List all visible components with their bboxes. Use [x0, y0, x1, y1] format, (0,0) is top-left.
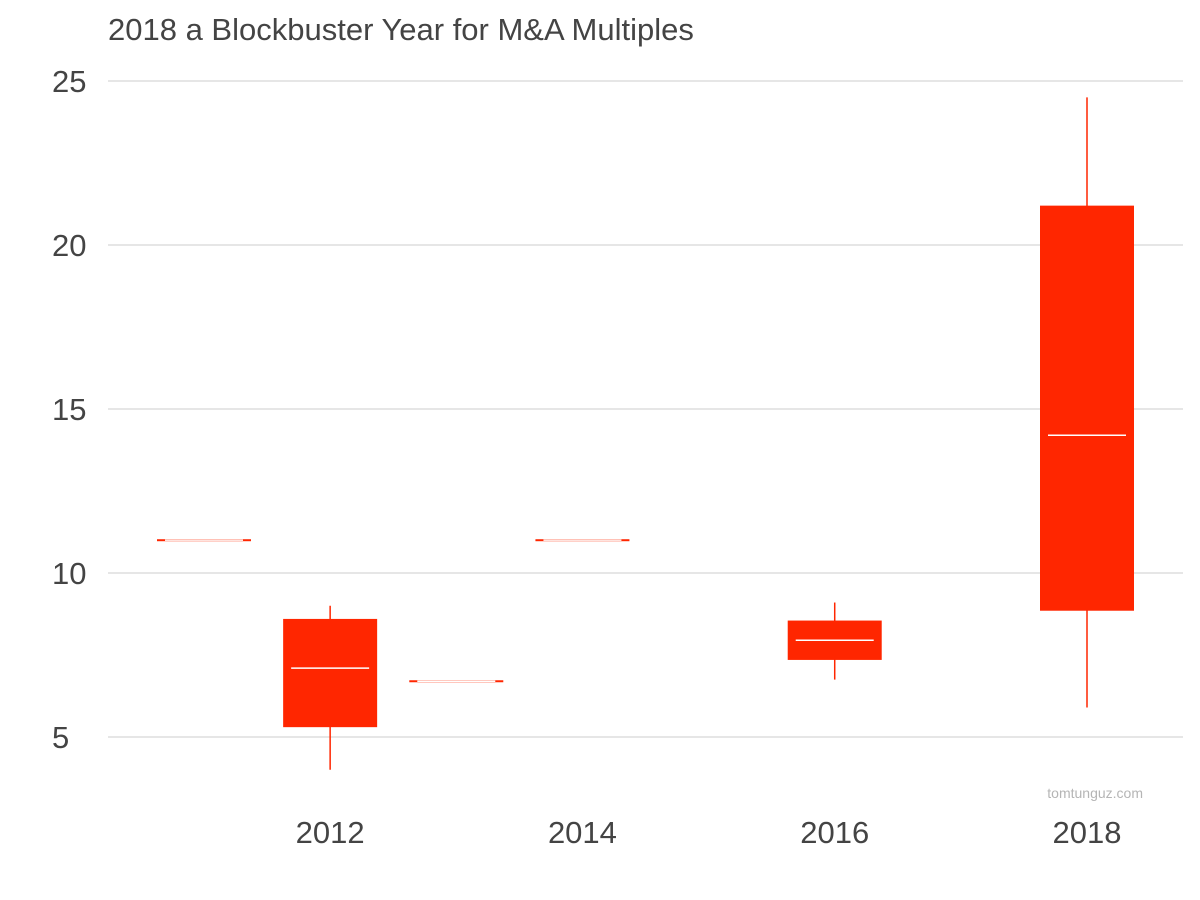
y-tick-label-25: 25	[52, 64, 86, 99]
box-2013	[409, 680, 504, 683]
iqr-box-2012	[283, 618, 378, 728]
y-tick-label-15: 15	[52, 392, 86, 427]
chart-title: 2018 a Blockbuster Year for M&A Multiple…	[108, 12, 694, 47]
gridlines	[108, 80, 1183, 738]
watermark: tomtunguz.com	[1047, 785, 1143, 801]
x-axis-ticks: 2012 2014 2016 2018	[296, 815, 1122, 850]
y-tick-label-5: 5	[52, 720, 69, 755]
x-tick-label-2016: 2016	[800, 815, 869, 850]
box-2011	[157, 539, 251, 542]
x-tick-label-2014: 2014	[548, 815, 617, 850]
box-2016	[787, 602, 882, 680]
x-tick-label-2018: 2018	[1053, 815, 1122, 850]
box-2018	[1040, 97, 1134, 708]
x-tick-label-2012: 2012	[296, 815, 365, 850]
y-tick-label-20: 20	[52, 228, 86, 263]
iqr-box-2018	[1040, 205, 1134, 611]
y-tick-label-10: 10	[52, 556, 86, 591]
box-2012	[283, 605, 378, 770]
y-axis-ticks: 5 10 15 20 25	[52, 64, 86, 755]
box-2014	[535, 539, 630, 542]
boxes	[157, 97, 1134, 770]
